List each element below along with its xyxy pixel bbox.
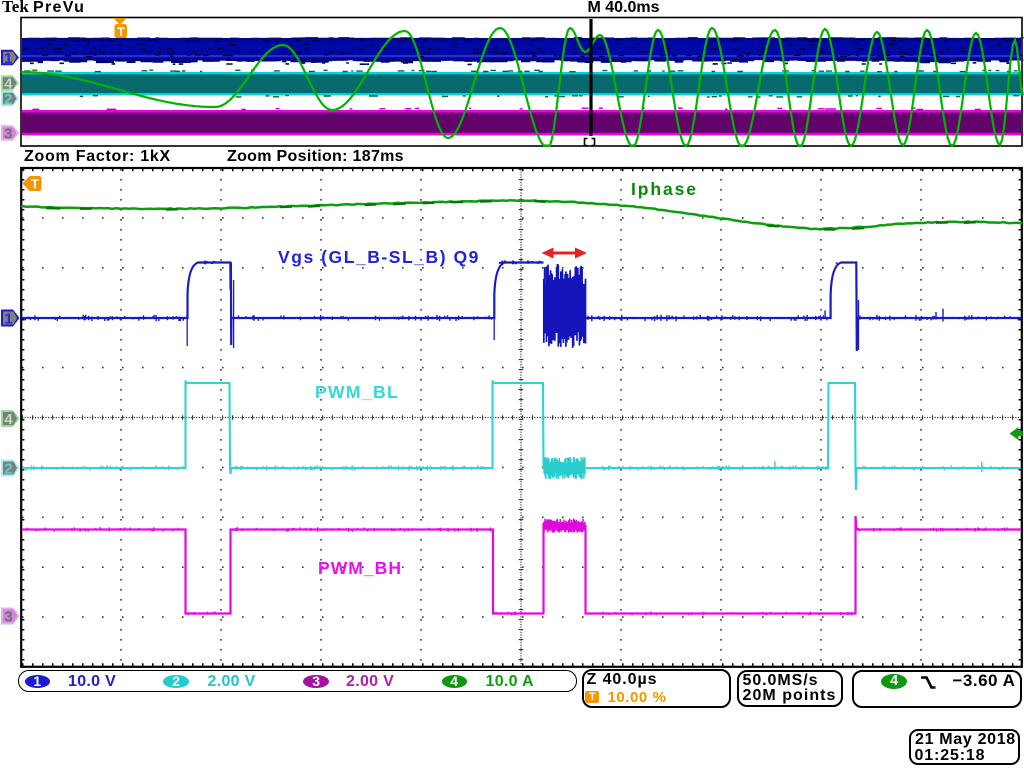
svg-text:3: 3 [4, 609, 12, 626]
svg-text:1: 1 [4, 311, 12, 328]
svg-text:2: 2 [4, 461, 12, 478]
svg-text:2: 2 [4, 91, 12, 108]
svg-text:1: 1 [4, 50, 12, 67]
svg-text:4: 4 [4, 76, 13, 93]
svg-text:T: T [31, 177, 39, 192]
svg-text:T: T [117, 25, 125, 39]
svg-text:4: 4 [4, 411, 13, 428]
svg-text:3: 3 [4, 126, 12, 143]
